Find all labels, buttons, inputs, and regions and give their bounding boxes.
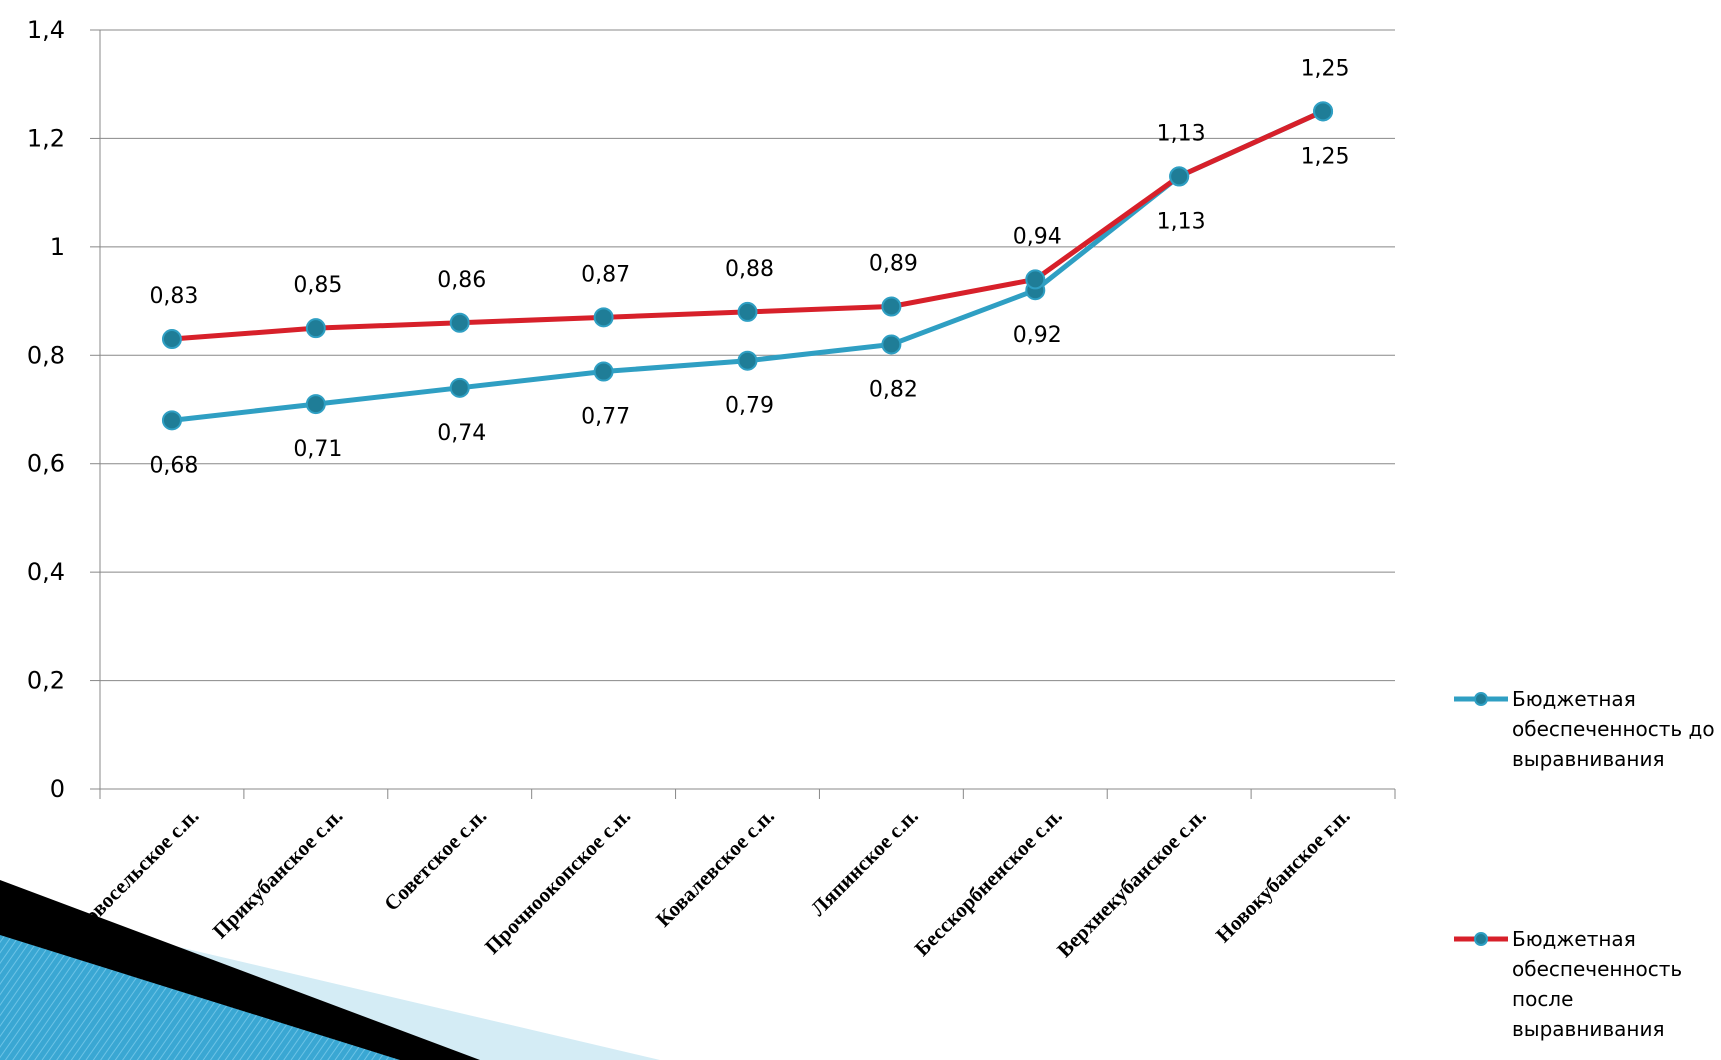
x-tick-label: Ляпинское с.п. [806, 804, 923, 921]
x-tick-label: Советское с.п. [379, 804, 491, 916]
y-tick-label: 1,2 [27, 124, 65, 152]
point [449, 312, 470, 333]
point [161, 410, 182, 431]
data-label: 1,13 [1157, 209, 1206, 234]
legend-label: Бюджетная обеспеченность после выравнива… [1512, 927, 1683, 1041]
data-label: 0,79 [725, 394, 774, 419]
legend-label: Бюджетная обеспеченность до выравнивания [1512, 687, 1715, 771]
y-tick-label: 0,6 [27, 450, 65, 478]
x-tick-label: Бесскорбненское с.п. [910, 804, 1067, 961]
point [1169, 166, 1190, 187]
point [881, 296, 902, 317]
y-tick-label: 0 [50, 775, 65, 803]
point [593, 307, 614, 328]
data-label: 0,82 [869, 377, 918, 402]
y-tick-label: 0,2 [27, 667, 65, 695]
x-tick-label: Ковалевское с.п. [651, 804, 779, 932]
legend-swatch [1474, 932, 1488, 946]
data-label: 0,68 [149, 453, 198, 478]
point [881, 334, 902, 355]
x-tick-label: Новокубанское г.п. [1211, 804, 1355, 948]
y-tick-label: 1 [50, 233, 65, 261]
data-label: 1,25 [1301, 56, 1350, 81]
data-label: 0,77 [581, 405, 630, 430]
data-label: 0,74 [437, 421, 486, 446]
data-label: 0,94 [1013, 224, 1062, 249]
point [161, 329, 182, 350]
point [737, 301, 758, 322]
x-tick-label: Прочноокопское с.п. [480, 804, 635, 959]
point [449, 377, 470, 398]
point [593, 361, 614, 382]
x-tick-label: Новосельское с.п. [68, 804, 204, 940]
corner-decoration [0, 880, 660, 1060]
point [1313, 101, 1334, 122]
y-tick-label: 0,8 [27, 341, 65, 369]
data-label: 0,71 [293, 437, 342, 462]
point [305, 318, 326, 339]
data-label: 0,92 [1013, 323, 1062, 348]
x-tick-label: Верхнекубанское с.п. [1052, 804, 1211, 963]
x-tick-label: Прикубанское с.п. [208, 804, 348, 944]
data-label: 1,25 [1301, 144, 1350, 169]
y-tick-label: 0,4 [27, 558, 65, 586]
y-tick-label: 1,4 [27, 16, 65, 44]
data-label: 0,83 [149, 284, 198, 309]
point [737, 350, 758, 371]
data-label: 0,85 [293, 273, 342, 298]
data-label: 0,86 [437, 268, 486, 293]
data-label: 1,13 [1157, 121, 1206, 146]
point [305, 394, 326, 415]
point [1025, 269, 1046, 290]
data-label: 0,88 [725, 257, 774, 282]
legend-swatch [1474, 692, 1488, 706]
data-label: 0,89 [869, 251, 918, 276]
data-label: 0,87 [581, 262, 630, 287]
